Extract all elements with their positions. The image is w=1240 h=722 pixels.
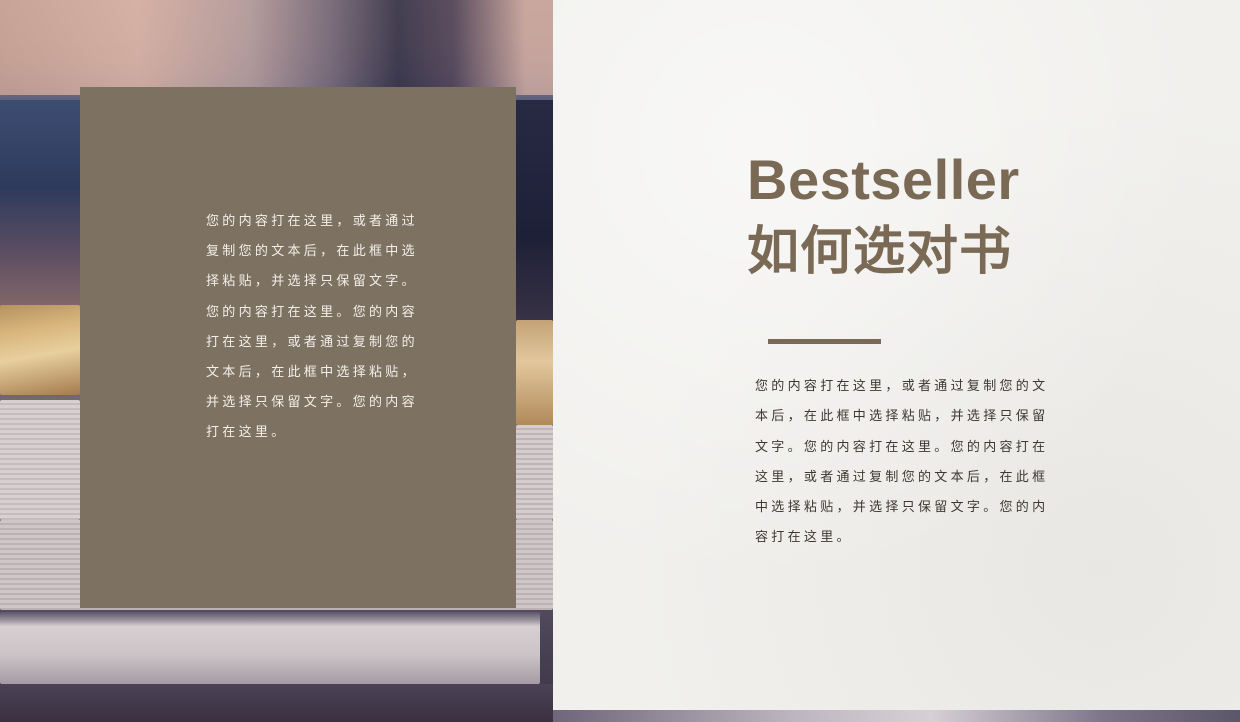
photo-shelf-left [0,100,80,320]
text-card: 您的内容打在这里，或者通过复制您的文本后，在此框中选择粘贴，并选择只保留文字。您… [80,87,516,608]
photo-blur-background [0,0,553,95]
book-stack-bottom [0,612,540,684]
title-chinese: 如何选对书 [747,222,1013,282]
body-text: 您的内容打在这里，或者通过复制您的文本后，在此框中选择粘贴，并选择只保留文字。您… [755,379,1049,546]
paper-panel: Bestseller 如何选对书 您的内容打在这里，或者通过复制您的文本后，在此… [553,0,1240,710]
open-book-left [0,305,80,395]
title-english: Bestseller [747,148,1020,211]
table-surface [0,684,553,722]
title-divider [768,339,881,344]
book-stack-right [516,425,553,520]
bottom-photo-strip [553,710,1240,722]
photo-shelf-right [516,100,553,330]
card-text: 您的内容打在这里，或者通过复制您的文本后，在此框中选择粘贴，并选择只保留文字。您… [206,214,418,441]
book-stack-left [0,400,80,520]
open-book-right [516,320,553,425]
